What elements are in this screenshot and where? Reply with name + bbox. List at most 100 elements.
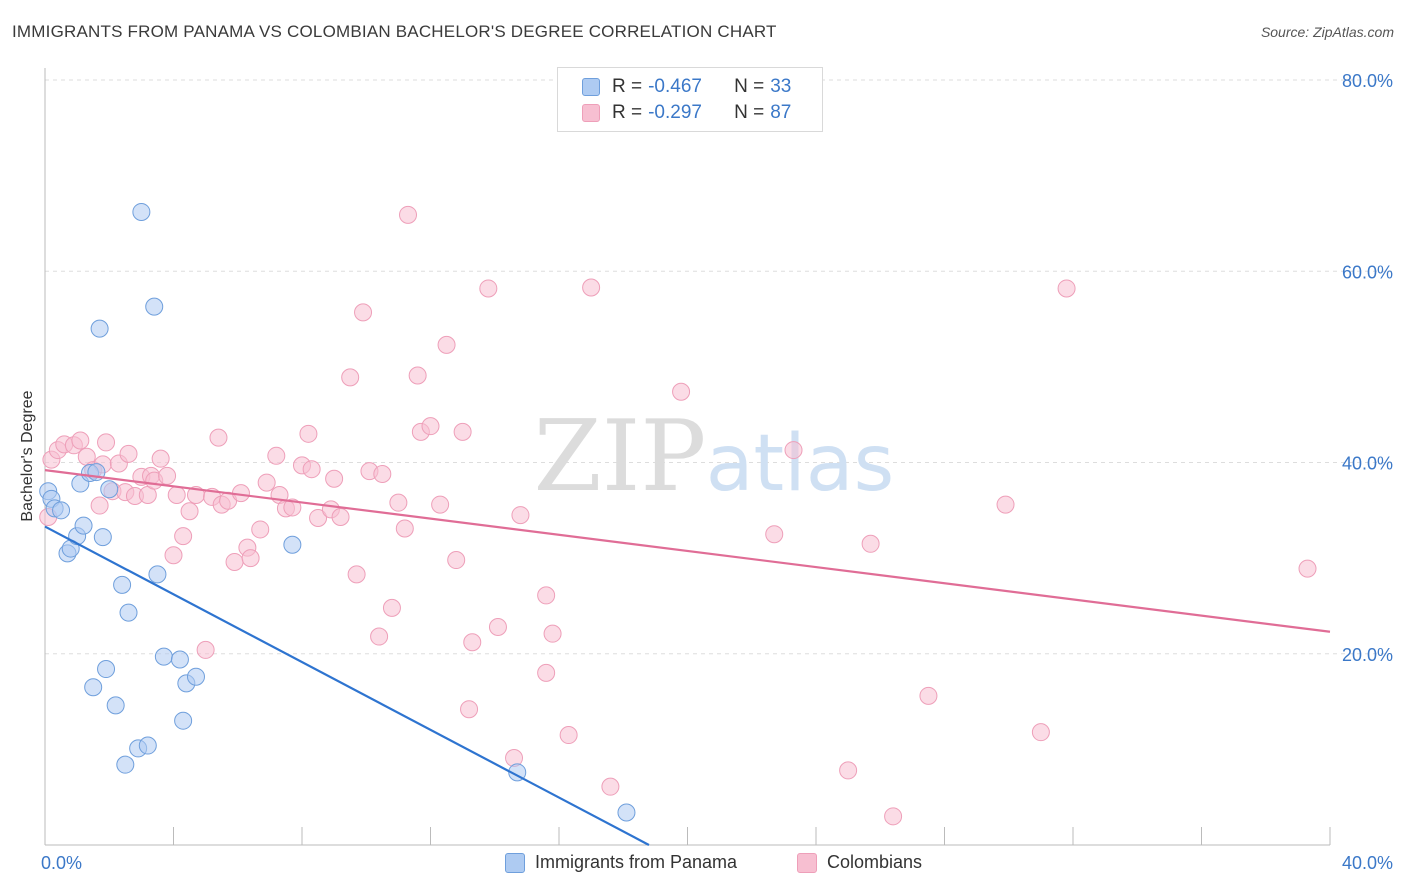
- colombian-point: [839, 761, 858, 780]
- n-value: 33: [770, 76, 792, 97]
- y-tick-label: 80.0%: [1342, 71, 1393, 91]
- colombian-point: [1057, 279, 1076, 298]
- colombian-point: [151, 449, 170, 468]
- r-label: R =: [612, 76, 643, 97]
- colombian-point: [225, 552, 244, 571]
- n-label: N =: [734, 76, 765, 97]
- panama-point: [283, 535, 302, 554]
- panama-point: [93, 528, 112, 547]
- panama-point: [74, 516, 93, 535]
- panama-point: [145, 297, 164, 316]
- panama-point: [100, 480, 119, 499]
- colombian-point: [158, 466, 177, 485]
- watermark-zip: ZIP: [534, 400, 707, 514]
- y-axis-label: Bachelor's Degree: [19, 390, 36, 522]
- series-legend: Immigrants from Panama Colombians: [0, 852, 1406, 878]
- colombian-point: [399, 205, 418, 224]
- panama-trend-line: [44, 525, 650, 846]
- n-label: N =: [734, 102, 765, 123]
- colombian-point: [167, 486, 186, 505]
- colombian-point: [488, 617, 507, 636]
- colombian-point: [559, 726, 578, 745]
- stats-row-colombians: R = -0.297 N = 87: [582, 101, 791, 125]
- panama-point: [132, 202, 151, 221]
- colombian-point: [672, 382, 691, 401]
- colombian-point: [283, 498, 302, 517]
- colombian-point: [90, 496, 109, 515]
- r-value: -0.467: [648, 76, 702, 97]
- colombian-point: [389, 493, 408, 512]
- colombian-point: [861, 534, 880, 553]
- chart-title: IMMIGRANTS FROM PANAMA VS COLOMBIAN BACH…: [12, 22, 777, 41]
- panama-point: [138, 736, 157, 755]
- colombian-point: [601, 777, 620, 796]
- colombian-point: [996, 495, 1015, 514]
- panama-point: [154, 647, 173, 666]
- colombian-point: [209, 428, 228, 447]
- colombian-point: [341, 368, 360, 387]
- colombian-point: [437, 335, 456, 354]
- y-tick-label: 60.0%: [1342, 262, 1393, 282]
- colombian-point: [354, 303, 373, 322]
- panama-point: [174, 711, 193, 730]
- legend-label: Colombians: [827, 852, 923, 872]
- colombian-point: [241, 549, 260, 568]
- panama-point: [186, 667, 205, 686]
- colombian-point: [299, 424, 318, 443]
- colombian-point: [447, 551, 466, 570]
- colombian-point: [463, 633, 482, 652]
- colombians-swatch: [582, 104, 600, 122]
- watermark-atlas: atlas: [706, 419, 895, 509]
- colombian-point: [537, 663, 556, 682]
- colombians-points: [39, 205, 1317, 826]
- colombian-point: [164, 546, 183, 565]
- panama-point: [106, 696, 125, 715]
- colombian-point: [257, 473, 276, 492]
- colombian-point: [325, 469, 344, 488]
- colombian-point: [331, 508, 350, 527]
- colombian-point: [408, 366, 427, 385]
- colombian-point: [174, 527, 193, 546]
- colombian-point: [119, 444, 138, 463]
- colombian-point: [884, 807, 903, 826]
- colombian-point: [370, 627, 389, 646]
- colombian-point: [919, 686, 938, 705]
- panama-point: [116, 755, 135, 774]
- source-label: Source: ZipAtlas.com: [1260, 24, 1394, 40]
- colombians-swatch: [797, 852, 817, 873]
- stats-legend: R = -0.467 N = 33 R = -0.297 N = 87: [557, 67, 823, 132]
- panama-point: [148, 565, 167, 584]
- panama-point: [113, 575, 132, 594]
- colombian-point: [347, 565, 366, 584]
- colombian-point: [479, 279, 498, 298]
- colombian-point: [543, 624, 562, 643]
- colombian-point: [1031, 723, 1050, 742]
- colombian-point: [302, 460, 321, 479]
- panama-point: [617, 803, 636, 822]
- colombian-point: [382, 598, 401, 617]
- colombian-point: [97, 433, 116, 452]
- colombian-point: [784, 441, 803, 460]
- x-tick-label: 0.0%: [41, 853, 82, 873]
- panama-point: [170, 650, 189, 669]
- stats-row-panama: R = -0.467 N = 33: [582, 75, 791, 99]
- colombian-point: [71, 431, 90, 450]
- panama-swatch: [505, 852, 525, 873]
- r-label: R =: [612, 102, 643, 123]
- panama-point: [84, 678, 103, 697]
- legend-label: Immigrants from Panama: [535, 852, 738, 872]
- colombian-point: [196, 640, 215, 659]
- colombian-point: [511, 506, 530, 525]
- panama-point: [90, 319, 109, 338]
- colombian-point: [1298, 559, 1317, 578]
- colombian-point: [460, 700, 479, 719]
- x-tick-label: 40.0%: [1342, 853, 1393, 873]
- n-value: 87: [770, 102, 792, 123]
- colombian-point: [267, 446, 286, 465]
- legend-item-panama[interactable]: Immigrants from Panama: [505, 852, 737, 873]
- tick-labels: 20.0% 40.0% 60.0% 80.0% 0.0% 40.0%: [41, 71, 1393, 873]
- colombian-point: [309, 508, 328, 527]
- watermark: ZIP atlas: [534, 400, 895, 514]
- legend-item-colombians[interactable]: Colombians: [797, 852, 922, 873]
- colombians-trend-line: [44, 469, 1331, 633]
